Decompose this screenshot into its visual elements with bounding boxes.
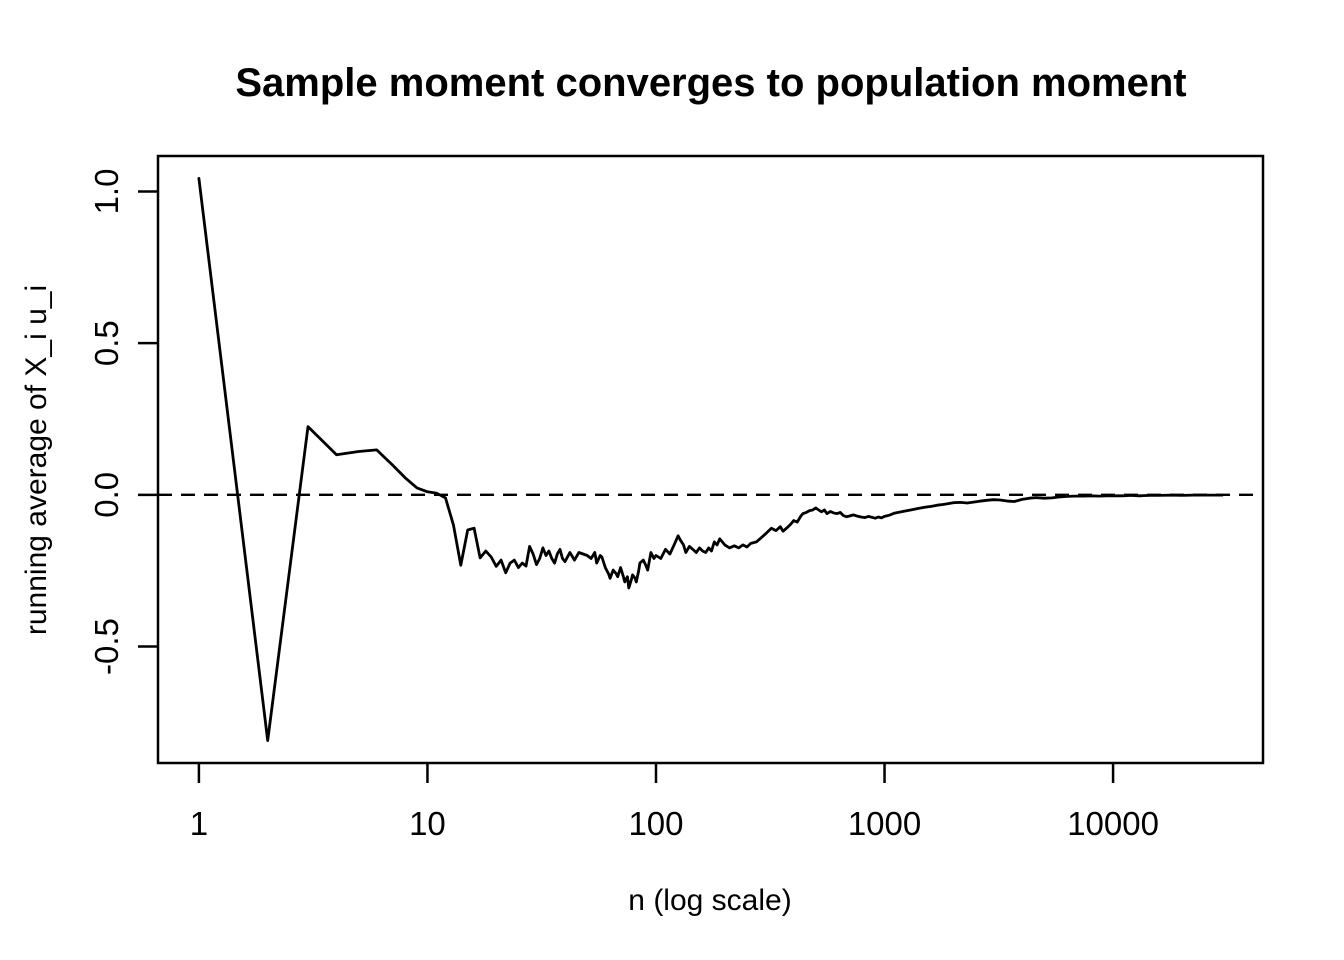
x-tick-label: 100 — [628, 805, 683, 842]
y-tick-label: 0.0 — [88, 472, 125, 518]
x-tick-label: 10 — [409, 805, 446, 842]
chart-title: Sample moment converges to population mo… — [235, 61, 1186, 105]
series-line — [197, 176, 1224, 742]
x-tick-label: 1 — [190, 805, 208, 842]
y-tick-label: -0.5 — [88, 618, 125, 675]
y-tick-label: 1.0 — [88, 169, 125, 215]
y-tick-label: 0.5 — [88, 320, 125, 366]
plot-area — [158, 176, 1263, 742]
x-axis-label: n (log scale) — [628, 884, 791, 917]
plot-box — [156, 154, 1265, 765]
x-axis: 1 10 100 1000 10000 — [190, 763, 1159, 842]
y-axis-label: running average of X_i u_i — [20, 285, 53, 635]
x-tick-label: 1000 — [848, 805, 921, 842]
y-axis: -0.5 0.0 0.5 1.0 — [88, 169, 158, 675]
x-tick-label: 10000 — [1067, 805, 1159, 842]
